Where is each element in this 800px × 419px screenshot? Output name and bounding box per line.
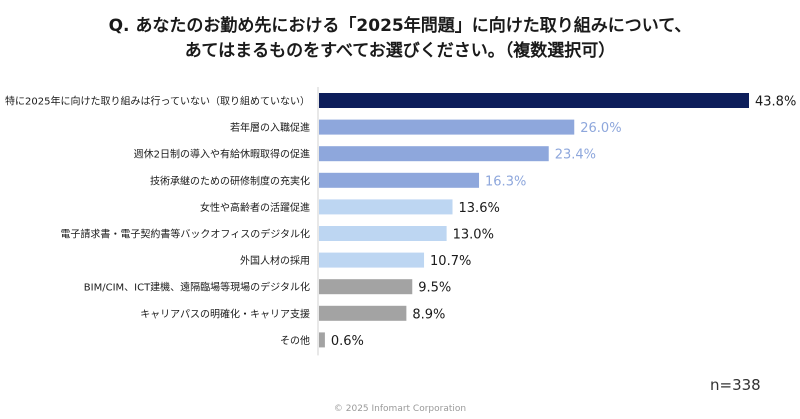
bar [319, 119, 575, 135]
data-label: 0.6% [331, 334, 364, 349]
bar [319, 172, 480, 188]
category-label: 特に2025年に向けた取り組みは行っていない（取り組めていない） [5, 95, 310, 108]
bar [319, 93, 749, 108]
bar [319, 146, 549, 162]
data-label: 26.0% [580, 121, 621, 136]
bar [319, 252, 425, 268]
sample-size-label: n=338 [710, 376, 761, 394]
category-label: 電子請求書・電子契約書等バックオフィスのデジタル化 [60, 228, 310, 241]
chart-title: Q. あなたのお勤め先における「2025年問題」に向けた取り組みについて、 あて… [0, 14, 800, 64]
category-label: その他 [280, 334, 310, 347]
data-label: 10.7% [430, 254, 471, 269]
data-label: 13.0% [453, 228, 494, 243]
category-label: 週休2日制の導入や有給休暇取得の促進 [134, 148, 310, 161]
data-label: 16.3% [485, 174, 526, 189]
data-label: 8.9% [412, 307, 445, 322]
bar [319, 279, 413, 295]
data-label: 23.4% [555, 148, 596, 163]
bar [319, 305, 407, 321]
category-label: BIM/CIM、ICT建機、遠隔臨場等現場のデジタル化 [84, 281, 310, 294]
data-label: 43.8% [755, 95, 796, 110]
bar [319, 226, 447, 241]
chart-title-line-2: あてはまるものをすべてお選びください。（複数選択可） [184, 41, 616, 61]
data-label: 9.5% [418, 281, 451, 296]
copyright-footer: © 2025 Infomart Corporation [333, 404, 467, 414]
data-label: 13.6% [459, 201, 500, 216]
category-label: キャリアパスの明確化・キャリア支援 [140, 307, 310, 320]
bar [319, 332, 325, 348]
category-label: 技術承継のための研修制度の充実化 [150, 174, 310, 187]
category-label: 女性や高齢者の活躍促進 [200, 201, 310, 214]
bar [319, 199, 453, 215]
chart-title-line-1: Q. あなたのお勤め先における「2025年問題」に向けた取り組みについて、 [108, 16, 692, 36]
category-label: 外国人材の採用 [240, 254, 310, 267]
category-label: 若年層の入職促進 [230, 121, 310, 134]
